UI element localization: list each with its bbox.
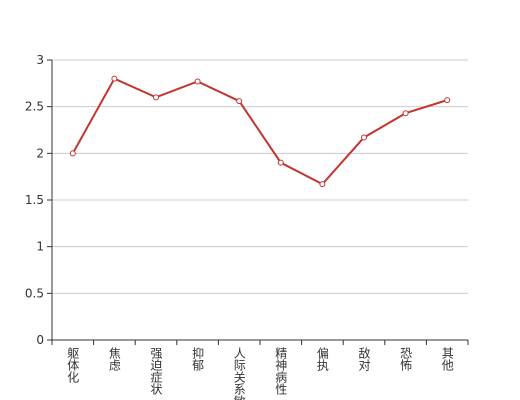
y-tick-label: 2 (36, 146, 44, 160)
x-tick-label: 强迫症状 (149, 347, 163, 395)
point (444, 97, 451, 104)
y-tick-label: 1.5 (25, 193, 44, 207)
x-tick-label: 其他 (440, 347, 454, 371)
point (111, 75, 118, 82)
y-tick-label: 0 (36, 333, 44, 347)
point (402, 110, 409, 117)
point (319, 181, 326, 188)
x-tick-label: 抑郁 (191, 346, 205, 372)
point (153, 94, 159, 101)
x-tick-label: 敌对 (357, 346, 371, 371)
point (194, 78, 201, 85)
y-tick-label: 0.5 (25, 286, 44, 300)
x-tick-label: 躯体化 (66, 346, 80, 384)
point (69, 150, 76, 157)
point (361, 134, 367, 141)
x-tick-label: 偏执 (315, 346, 329, 372)
x-tick-label: 焦虑 (107, 347, 121, 371)
x-tick-label: 恐怖 (399, 347, 413, 371)
y-tick-label: 2.5 (25, 100, 44, 114)
point (277, 159, 284, 166)
x-tick-label: 人际关系敏感 (232, 347, 246, 400)
line (71, 77, 448, 186)
x-tick-label: 精神病性 (274, 347, 288, 396)
y-tick-label: 3 (36, 53, 44, 67)
y-tick-label: 1 (36, 240, 44, 254)
point (236, 98, 243, 105)
